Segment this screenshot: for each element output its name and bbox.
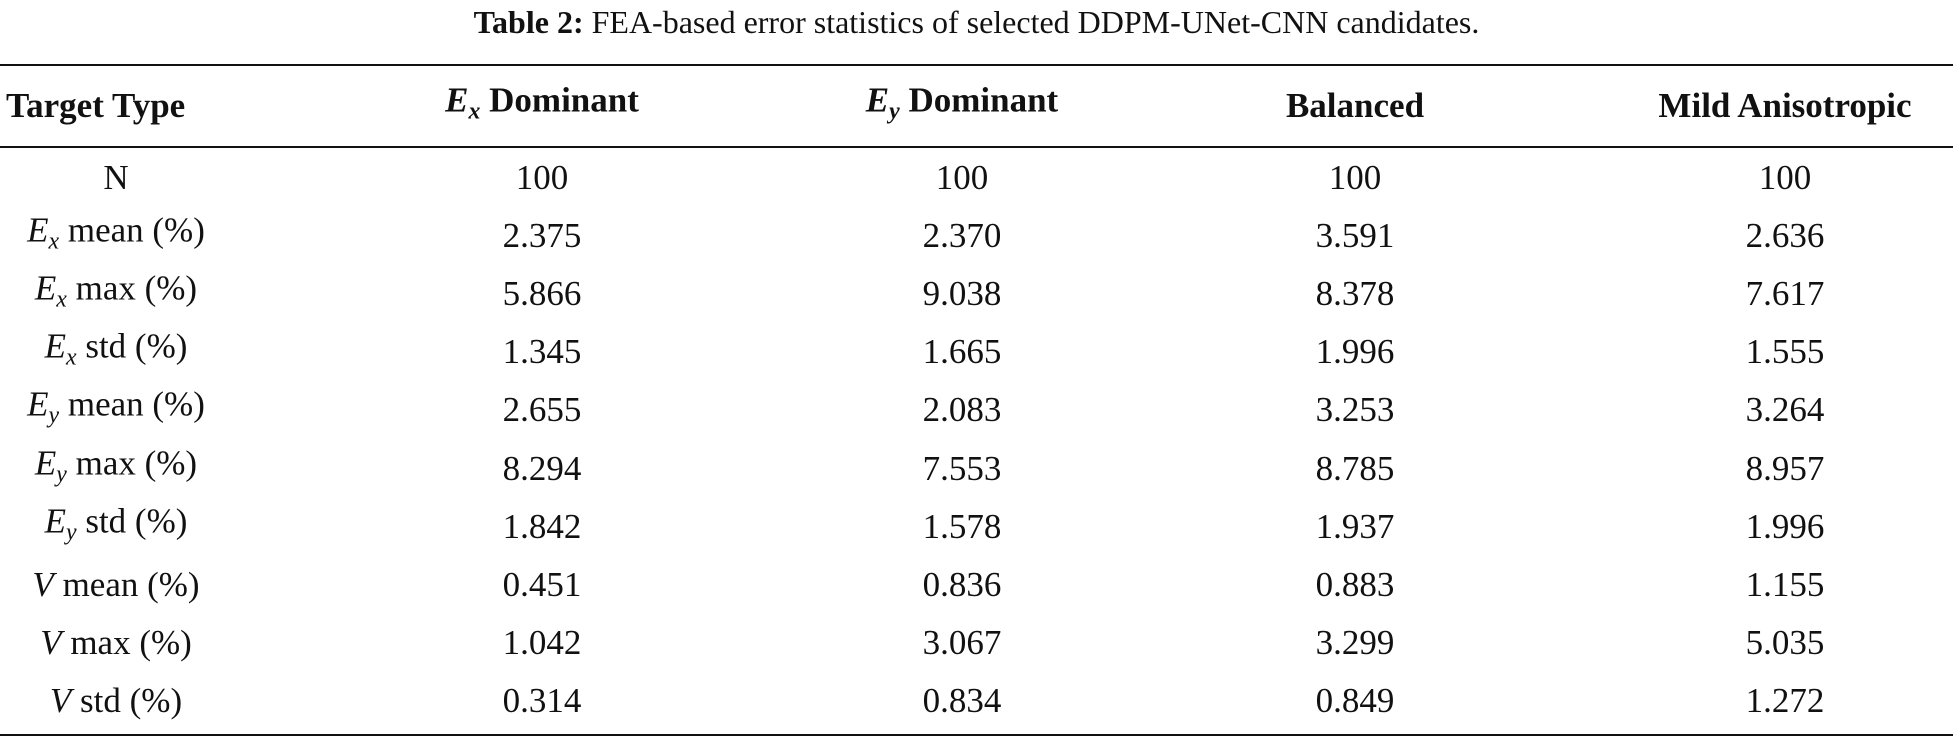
table-cell: 8.957 (1745, 448, 1825, 488)
table-cell: 3.591 (1315, 216, 1395, 256)
symbol: E (44, 326, 67, 366)
header-rule (0, 146, 1953, 148)
symbol: E (44, 501, 67, 541)
symbol: V (40, 622, 62, 662)
symbol: E (27, 384, 49, 424)
subscript: x (66, 344, 77, 371)
symbol: V (49, 680, 72, 720)
table-cell: 2.636 (1745, 216, 1825, 256)
row-label: Ex mean (%) (27, 211, 205, 262)
label-text: std (%) (85, 501, 188, 541)
symbol: E (34, 442, 57, 482)
column-header: Balanced (1286, 86, 1424, 126)
table-cell: 0.451 (502, 564, 582, 604)
subscript: x (468, 98, 481, 125)
table-cell: 1.578 (922, 506, 1002, 546)
symbol: E (27, 210, 49, 250)
table-cell: 100 (515, 158, 569, 197)
row-label: Ey max (%) (35, 443, 197, 494)
row-label: N (103, 158, 128, 198)
table-cell: 2.083 (922, 390, 1002, 430)
table-cell: 1.937 (1315, 506, 1395, 546)
table-cell: 0.314 (502, 680, 582, 720)
label-text: Dominant (489, 80, 639, 120)
table-cell: 0.834 (922, 680, 1002, 720)
table-cell: 1.996 (1745, 506, 1825, 546)
table-cell: 3.299 (1315, 622, 1395, 662)
table-cell: 8.378 (1315, 274, 1395, 314)
table-cell: 2.655 (502, 390, 582, 430)
table-cell: 3.067 (922, 622, 1002, 662)
column-header: Mild Anisotropic (1658, 86, 1911, 126)
table-cell: 100 (935, 158, 989, 197)
label-text: mean (%) (67, 384, 205, 424)
label-text: N (103, 158, 129, 197)
label-text: mean (%) (62, 564, 200, 604)
caption-text: FEA-based error statistics of selected D… (591, 4, 1480, 40)
top-rule (0, 64, 1953, 66)
row-label: Ey mean (%) (27, 385, 205, 436)
table-cell: 3.253 (1315, 390, 1395, 430)
table-cell: 9.038 (922, 274, 1002, 314)
table-cell: 1.042 (502, 622, 582, 662)
table-cell: 100 (1328, 158, 1382, 197)
subscript: y (66, 519, 77, 546)
symbol: V (32, 564, 54, 604)
table-cell: 2.375 (502, 216, 582, 256)
table-cell: 5.866 (502, 274, 582, 314)
subscript: x (56, 286, 67, 313)
table-cell: 1.996 (1315, 332, 1395, 372)
column-header: Ey Dominant (866, 80, 1058, 131)
subscript: y (889, 98, 900, 125)
bottom-rule (0, 734, 1953, 736)
label-text: mean (%) (67, 210, 205, 250)
table-cell: 5.035 (1745, 622, 1825, 662)
table-cell: 1.155 (1745, 564, 1825, 604)
table-cell: 1.555 (1745, 332, 1825, 372)
column-header: Ex Dominant (445, 80, 639, 131)
subscript: y (56, 461, 67, 488)
label-text: max (%) (70, 622, 192, 662)
table-cell: 1.345 (502, 332, 582, 372)
symbol: E (445, 80, 469, 120)
label-text: std (%) (85, 326, 188, 366)
label-text: Dominant (908, 80, 1059, 120)
table-cell: 8.294 (502, 448, 582, 488)
table-cell: 1.842 (502, 506, 582, 546)
label-text: Mild Anisotropic (1658, 86, 1912, 125)
row-label: Ex std (%) (45, 327, 188, 378)
table-cell: 8.785 (1315, 448, 1395, 488)
label-text: Balanced (1285, 86, 1425, 125)
label-text: max (%) (75, 268, 198, 308)
table-caption: Table 2: FEA-based error statistics of se… (0, 2, 1953, 42)
label-text: std (%) (80, 680, 183, 720)
caption-label: Table 2: (473, 4, 584, 40)
table-cell: 0.883 (1315, 564, 1395, 604)
table-cell: 7.617 (1745, 274, 1825, 314)
table-cell: 3.264 (1745, 390, 1825, 430)
table-cell: 2.370 (922, 216, 1002, 256)
subscript: y (48, 402, 60, 429)
table-cell: 100 (1758, 158, 1812, 197)
symbol: E (34, 268, 57, 308)
table-cell: 1.272 (1745, 680, 1825, 720)
symbol: E (865, 80, 890, 120)
row-label: Ex max (%) (35, 269, 197, 320)
row-label: Ey std (%) (45, 501, 188, 552)
table-cell: 0.849 (1315, 680, 1395, 720)
label-text: Target Type (6, 86, 186, 125)
table-cell: 0.836 (922, 564, 1002, 604)
subscript: x (48, 228, 60, 255)
table-cell: 1.665 (922, 332, 1002, 372)
label-text: max (%) (75, 442, 198, 482)
table-cell: 7.553 (922, 448, 1002, 488)
column-header: Target Type (6, 86, 185, 126)
